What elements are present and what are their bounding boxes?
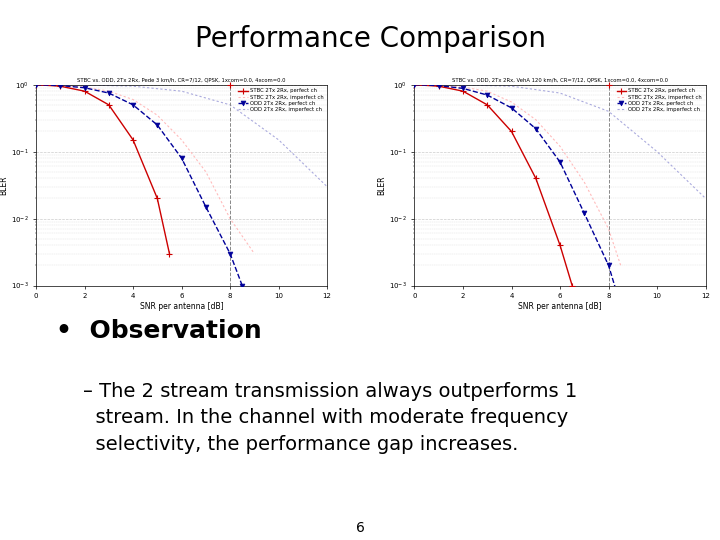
- STBC 2Tx 2Rx, imperfect ch: [556, 143, 564, 150]
- Title: STBC vs. ODD, 2Tx 2Rx, Pede 3 km/h, CR=7/12, QPSK, 1xcom=0.0, 4xcom=0.0: STBC vs. ODD, 2Tx 2Rx, Pede 3 km/h, CR=7…: [77, 78, 286, 83]
- Text: – The 2 stream transmission always outperforms 1
  stream. In the channel with m: – The 2 stream transmission always outpe…: [83, 382, 577, 454]
- ODD 2Tx 2Rx, perfect ch: [507, 105, 516, 111]
- Line: ODD 2Tx 2Rx, perfect ch: ODD 2Tx 2Rx, perfect ch: [412, 82, 623, 308]
- STBC 2Tx 2Rx, imperfect ch: [226, 215, 235, 222]
- STBC 2Tx 2Rx, perfect ch: [104, 102, 113, 108]
- Line: STBC 2Tx 2Rx, imperfect ch: STBC 2Tx 2Rx, imperfect ch: [415, 85, 621, 265]
- Legend: STBC 2Tx 2Rx, perfect ch, STBC 2Tx 2Rx, imperfect ch, ODD 2Tx 2Rx, perfect ch, O: STBC 2Tx 2Rx, perfect ch, STBC 2Tx 2Rx, …: [616, 87, 703, 113]
- STBC 2Tx 2Rx, perfect ch: [80, 88, 89, 94]
- STBC 2Tx 2Rx, perfect ch: [32, 82, 40, 88]
- STBC 2Tx 2Rx, imperfect ch: [32, 82, 40, 88]
- ODD 2Tx 2Rx, imperfect ch: [32, 82, 40, 88]
- STBC 2Tx 2Rx, imperfect ch: [507, 99, 516, 105]
- ODD 2Tx 2Rx, perfect ch: [129, 102, 138, 108]
- ODD 2Tx 2Rx, imperfect ch: [129, 83, 138, 90]
- ODD 2Tx 2Rx, imperfect ch: [653, 148, 662, 155]
- Y-axis label: BLER: BLER: [377, 176, 386, 195]
- STBC 2Tx 2Rx, imperfect ch: [483, 88, 492, 94]
- STBC 2Tx 2Rx, perfect ch: [483, 102, 492, 108]
- STBC 2Tx 2Rx, imperfect ch: [580, 179, 589, 185]
- STBC 2Tx 2Rx, imperfect ch: [56, 82, 65, 89]
- STBC 2Tx 2Rx, perfect ch: [410, 82, 419, 88]
- ODD 2Tx 2Rx, perfect ch: [434, 82, 443, 89]
- STBC 2Tx 2Rx, imperfect ch: [202, 168, 210, 175]
- STBC 2Tx 2Rx, perfect ch: [129, 137, 138, 143]
- STBC 2Tx 2Rx, imperfect ch: [616, 262, 625, 268]
- STBC 2Tx 2Rx, imperfect ch: [410, 82, 419, 88]
- ODD 2Tx 2Rx, imperfect ch: [226, 102, 235, 108]
- Line: ODD 2Tx 2Rx, perfect ch: ODD 2Tx 2Rx, perfect ch: [34, 82, 245, 288]
- Line: STBC 2Tx 2Rx, perfect ch: STBC 2Tx 2Rx, perfect ch: [412, 82, 575, 288]
- X-axis label: SNR per antenna [dB]: SNR per antenna [dB]: [518, 302, 602, 311]
- STBC 2Tx 2Rx, imperfect ch: [153, 112, 161, 118]
- STBC 2Tx 2Rx, imperfect ch: [531, 117, 540, 123]
- ODD 2Tx 2Rx, imperfect ch: [323, 184, 331, 190]
- ODD 2Tx 2Rx, perfect ch: [177, 155, 186, 161]
- Y-axis label: BLER: BLER: [0, 176, 8, 195]
- STBC 2Tx 2Rx, imperfect ch: [459, 84, 467, 90]
- Legend: STBC 2Tx 2Rx, perfect ch, STBC 2Tx 2Rx, imperfect ch, ODD 2Tx 2Rx, perfect ch, O: STBC 2Tx 2Rx, perfect ch, STBC 2Tx 2Rx, …: [237, 87, 325, 113]
- STBC 2Tx 2Rx, imperfect ch: [434, 82, 443, 89]
- ODD 2Tx 2Rx, imperfect ch: [80, 82, 89, 88]
- STBC 2Tx 2Rx, perfect ch: [507, 128, 516, 134]
- STBC 2Tx 2Rx, imperfect ch: [604, 226, 613, 232]
- Line: ODD 2Tx 2Rx, imperfect ch: ODD 2Tx 2Rx, imperfect ch: [36, 85, 327, 187]
- STBC 2Tx 2Rx, imperfect ch: [104, 88, 113, 94]
- ODD 2Tx 2Rx, imperfect ch: [507, 83, 516, 90]
- Line: STBC 2Tx 2Rx, imperfect ch: STBC 2Tx 2Rx, imperfect ch: [36, 85, 254, 254]
- Title: STBC vs. ODD, 2Tx 2Rx, VehA 120 km/h, CR=7/12, QPSK, 1xcom=0.0, 4xcom=0.0: STBC vs. ODD, 2Tx 2Rx, VehA 120 km/h, CR…: [452, 78, 668, 83]
- STBC 2Tx 2Rx, perfect ch: [531, 175, 540, 181]
- ODD 2Tx 2Rx, perfect ch: [153, 122, 161, 128]
- STBC 2Tx 2Rx, imperfect ch: [80, 84, 89, 90]
- ODD 2Tx 2Rx, perfect ch: [604, 262, 613, 268]
- ODD 2Tx 2Rx, perfect ch: [104, 90, 113, 96]
- ODD 2Tx 2Rx, perfect ch: [483, 92, 492, 98]
- STBC 2Tx 2Rx, imperfect ch: [177, 137, 186, 143]
- Line: STBC 2Tx 2Rx, perfect ch: STBC 2Tx 2Rx, perfect ch: [33, 82, 172, 256]
- ODD 2Tx 2Rx, perfect ch: [202, 204, 210, 210]
- ODD 2Tx 2Rx, imperfect ch: [410, 82, 419, 88]
- STBC 2Tx 2Rx, imperfect ch: [250, 251, 258, 257]
- STBC 2Tx 2Rx, perfect ch: [568, 282, 577, 289]
- ODD 2Tx 2Rx, perfect ch: [616, 302, 625, 309]
- Text: 6: 6: [356, 521, 364, 535]
- Text: •  Observation: • Observation: [56, 319, 262, 343]
- ODD 2Tx 2Rx, imperfect ch: [556, 90, 564, 96]
- ODD 2Tx 2Rx, perfect ch: [80, 84, 89, 91]
- ODD 2Tx 2Rx, perfect ch: [56, 82, 65, 89]
- STBC 2Tx 2Rx, perfect ch: [165, 251, 174, 257]
- STBC 2Tx 2Rx, perfect ch: [434, 83, 443, 90]
- ODD 2Tx 2Rx, perfect ch: [556, 159, 564, 165]
- ODD 2Tx 2Rx, perfect ch: [32, 82, 40, 88]
- ODD 2Tx 2Rx, perfect ch: [410, 82, 419, 88]
- STBC 2Tx 2Rx, perfect ch: [56, 83, 65, 90]
- ODD 2Tx 2Rx, perfect ch: [226, 251, 235, 257]
- ODD 2Tx 2Rx, imperfect ch: [177, 88, 186, 94]
- STBC 2Tx 2Rx, perfect ch: [153, 195, 161, 201]
- ODD 2Tx 2Rx, perfect ch: [238, 282, 246, 289]
- ODD 2Tx 2Rx, perfect ch: [580, 210, 589, 217]
- X-axis label: SNR per antenna [dB]: SNR per antenna [dB]: [140, 302, 223, 311]
- STBC 2Tx 2Rx, perfect ch: [556, 242, 564, 248]
- STBC 2Tx 2Rx, perfect ch: [459, 88, 467, 94]
- ODD 2Tx 2Rx, imperfect ch: [604, 108, 613, 114]
- Text: Performance Comparison: Performance Comparison: [195, 25, 546, 53]
- ODD 2Tx 2Rx, imperfect ch: [459, 82, 467, 88]
- ODD 2Tx 2Rx, perfect ch: [459, 85, 467, 92]
- ODD 2Tx 2Rx, perfect ch: [531, 125, 540, 132]
- STBC 2Tx 2Rx, imperfect ch: [129, 96, 138, 103]
- Line: ODD 2Tx 2Rx, imperfect ch: ODD 2Tx 2Rx, imperfect ch: [415, 85, 706, 198]
- ODD 2Tx 2Rx, imperfect ch: [274, 137, 283, 143]
- ODD 2Tx 2Rx, imperfect ch: [701, 195, 710, 201]
